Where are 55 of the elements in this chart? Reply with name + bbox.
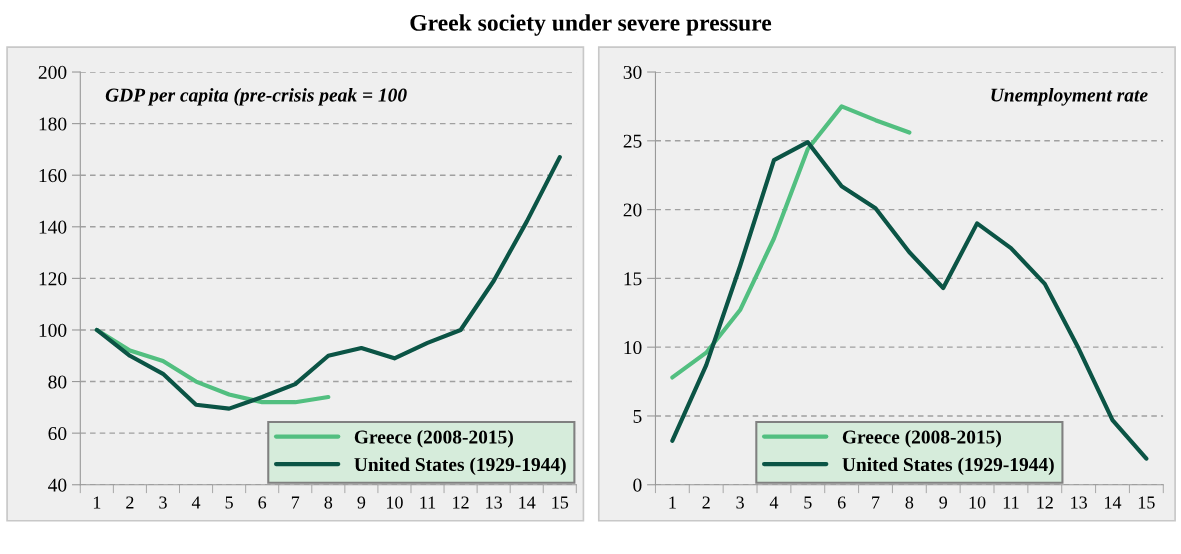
x-tick-label: 8	[905, 496, 914, 509]
x-tick-label: 9	[939, 496, 947, 509]
x-tick-label: 7	[291, 496, 300, 509]
annotation: GDP per capita (pre-crisis peak = 100	[105, 87, 407, 106]
legend-label: Greece (2008-2015)	[354, 429, 513, 448]
x-tick-label: 5	[225, 496, 233, 509]
x-tick-label: 10	[969, 496, 986, 509]
y-tick-label: 200	[38, 65, 67, 79]
legend-label: United States (1929-1944)	[842, 457, 1054, 476]
y-tick-label: 120	[39, 272, 67, 286]
x-tick-label: 12	[1037, 496, 1053, 509]
y-tick-label: 30	[623, 65, 642, 79]
x-tick-label: 14	[519, 496, 536, 509]
x-tick-label: 3	[159, 496, 167, 509]
x-tick-label: 2	[126, 496, 134, 509]
y-tick-label: 20	[623, 203, 642, 217]
line-series	[94, 155, 562, 411]
y-tick-label: 10	[624, 340, 642, 355]
x-tick-label: 11	[420, 496, 436, 509]
x-tick-label: 6	[258, 496, 267, 509]
annotation: Unemployment rate	[991, 87, 1148, 106]
legend-label: Greece (2008-2015)	[842, 429, 1002, 448]
chart-title: Greek society under severe pressure	[410, 14, 772, 36]
y-tick-label: 140	[39, 220, 67, 234]
x-tick-label: 8	[324, 496, 333, 509]
y-tick-label: 40	[48, 478, 67, 492]
y-tick-label: 180	[39, 117, 67, 131]
legend-label: United States (1929-1944)	[354, 457, 566, 476]
x-tick-label: 4	[769, 496, 779, 509]
line-series	[670, 104, 912, 380]
x-tick-label: 3	[736, 496, 744, 509]
y-tick-label: 25	[623, 134, 642, 148]
y-tick-label: 100	[39, 323, 67, 337]
x-tick-label: 1	[93, 496, 101, 509]
y-tick-label: 80	[48, 375, 67, 389]
x-tick-label: 15	[552, 496, 569, 509]
x-tick-label: 4	[191, 496, 201, 509]
x-tick-label: 13	[1071, 496, 1087, 509]
x-tick-label: 10	[387, 496, 403, 509]
x-tick-label: 9	[357, 496, 366, 509]
x-tick-label: 2	[702, 496, 710, 509]
x-tick-label: 11	[1003, 496, 1019, 509]
x-tick-label: 1	[669, 496, 676, 509]
x-tick-label: 14	[1105, 496, 1122, 509]
y-tick-label: 160	[39, 169, 67, 183]
x-tick-label: 6	[837, 496, 846, 509]
y-tick-label: 5	[633, 409, 642, 423]
x-tick-label: 5	[804, 496, 812, 509]
x-tick-label: 7	[872, 496, 880, 509]
x-tick-label: 15	[1138, 496, 1155, 509]
y-tick-label: 0	[633, 478, 642, 492]
x-tick-label: 12	[453, 496, 469, 509]
y-tick-label: 15	[624, 272, 642, 286]
y-tick-label: 60	[48, 426, 67, 441]
x-tick-label: 13	[486, 496, 502, 509]
